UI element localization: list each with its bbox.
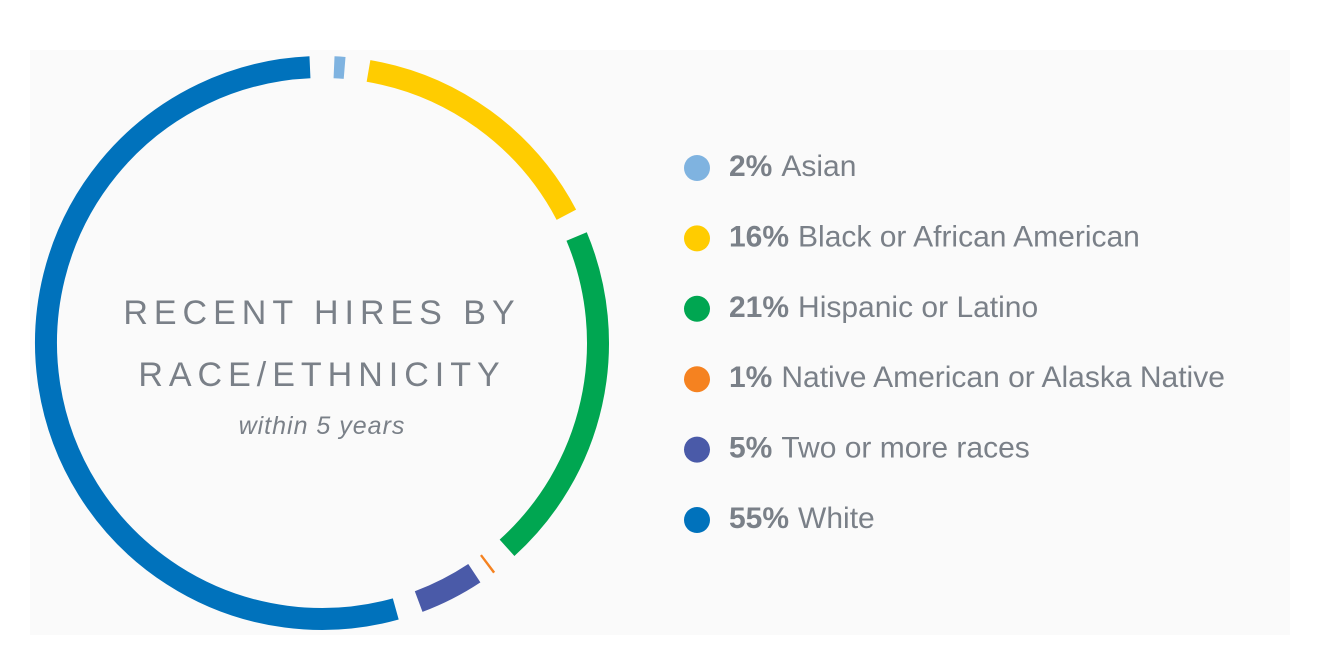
donut-segment <box>414 563 481 612</box>
legend-swatch <box>684 225 710 252</box>
legend-swatch <box>684 295 710 322</box>
donut-segment <box>333 56 346 79</box>
legend-value: 5% <box>729 432 772 465</box>
donut-segment <box>35 56 399 630</box>
legend-value: 1% <box>729 361 772 394</box>
chart-title: RECENT HIRES BY RACE/ETHNICITY <box>123 294 521 394</box>
donut-segment <box>499 232 609 556</box>
legend-entry: 5% Two or more races <box>729 432 1030 465</box>
legend-value: 55% <box>729 502 789 535</box>
legend-entry: 16% Black or African American <box>729 220 1140 253</box>
legend-label: Asian <box>781 150 856 183</box>
legend-value: 16% <box>729 220 789 253</box>
legend-label: Hispanic or Latino <box>798 291 1038 324</box>
panel <box>30 50 1290 635</box>
donut-segment <box>366 60 577 220</box>
legend-entry: 1% Native American or Alaska Native <box>729 361 1225 394</box>
legend-swatch <box>684 436 710 463</box>
legend-label: Two or more races <box>781 432 1029 465</box>
center-label: RECENT HIRES BY RACE/ETHNICITY within 5 … <box>92 282 552 441</box>
legend-entry: 55% White <box>729 502 875 535</box>
legend-swatch <box>684 366 710 393</box>
legend-entry: 2% Asian <box>729 150 856 183</box>
legend-swatch <box>684 507 710 533</box>
legend-label: White <box>798 502 875 535</box>
legend-value: 21% <box>729 291 789 324</box>
legend-swatch <box>684 155 710 181</box>
legend-label: Native American or Alaska Native <box>781 361 1225 394</box>
legend-value: 2% <box>729 150 772 183</box>
legend-label: Black or African American <box>798 220 1140 253</box>
legend-entry: 21% Hispanic or Latino <box>729 291 1038 324</box>
donut-segment <box>479 554 496 574</box>
chart-subtitle: within 5 years <box>238 412 406 440</box>
